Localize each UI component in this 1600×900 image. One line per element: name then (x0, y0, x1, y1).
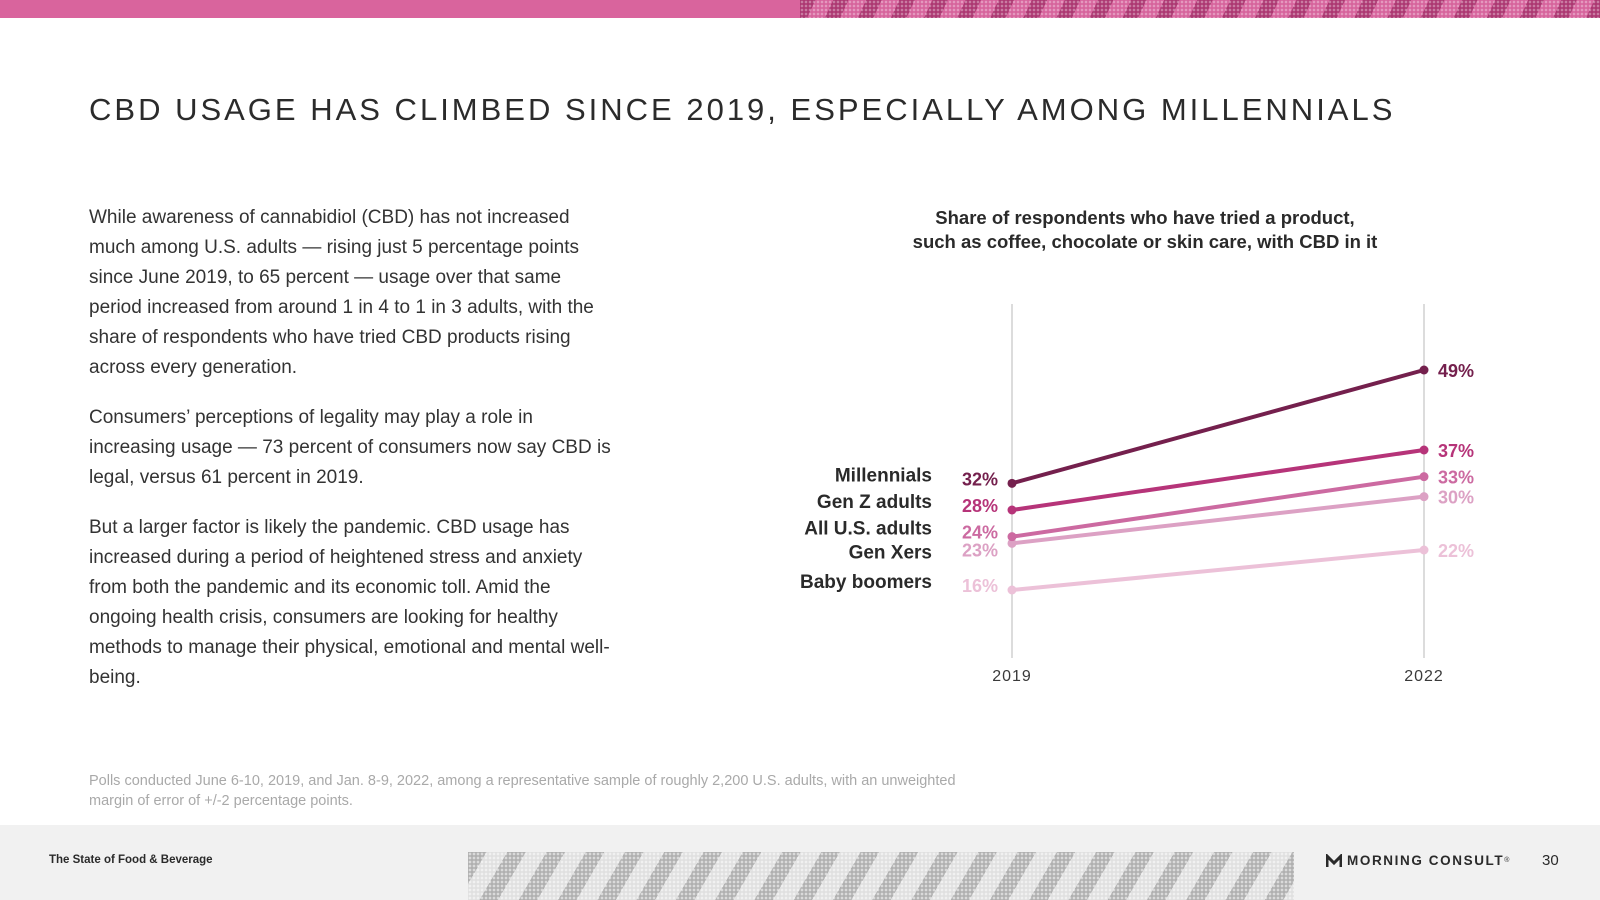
top-accent-bar (0, 0, 1600, 18)
value-label-millennials-2022: 49% (1438, 361, 1474, 381)
series-name-millennials: Millennials (835, 465, 932, 486)
x-tick-label-2022: 2022 (1404, 668, 1444, 685)
value-label-gen-z-adults-2022: 37% (1438, 441, 1474, 461)
page-number: 30 (1542, 852, 1559, 869)
value-label-gen-xers-2022: 30% (1438, 488, 1474, 508)
value-label-baby-boomers-2019: 16% (962, 576, 998, 596)
point-gen-xers-2022 (1419, 492, 1429, 502)
chart-title-line-2: such as coffee, chocolate or skin care, … (912, 231, 1378, 252)
paragraph-pandemic: But a larger factor is likely the pandem… (89, 517, 610, 688)
point-millennials-2019 (1007, 478, 1017, 488)
series-line-gen-z-adults (1010, 448, 1426, 512)
point-gen-xers-2019 (1007, 538, 1017, 548)
series-name-baby-boomers: Baby boomers (800, 572, 932, 593)
cbd-usage-slope-chart: 2019 2022 Millennials 32% 49% Gen Z adults 28%… (800, 304, 1474, 685)
footer-pattern (468, 852, 1294, 900)
point-baby-boomers-2022 (1419, 545, 1429, 555)
series-line-baby-boomers (1010, 548, 1426, 592)
top-accent-bar-pattern (800, 0, 1600, 18)
series-line-all-u-s-adults (1010, 474, 1426, 539)
brand-mark-icon (1326, 853, 1342, 867)
top-accent-bar-solid (0, 0, 800, 18)
chart-title-line-1: Share of respondents who have tried a pr… (935, 207, 1355, 228)
point-all-u-s-adults-2019 (1007, 532, 1017, 542)
brand-trademark: ® (1504, 857, 1512, 864)
point-all-u-s-adults-2022 (1419, 472, 1429, 482)
value-label-all-u-s-adults-2019: 24% (962, 523, 998, 543)
value-label-gen-xers-2019: 23% (962, 541, 998, 561)
report-name: The State of Food & Beverage (49, 854, 213, 866)
series-name-gen-xers: Gen Xers (849, 543, 932, 564)
x-tick-label-2019: 2019 (992, 668, 1032, 685)
page-title: CBD USAGE HAS CLIMBED SINCE 2019, ESPECI… (89, 92, 1396, 127)
series-name-gen-z-adults: Gen Z adults (817, 492, 932, 513)
value-label-gen-z-adults-2019: 28% (962, 496, 998, 516)
series-name-all-u-s-adults: All U.S. adults (804, 519, 932, 540)
brand-name: MORNING CONSULT (1347, 853, 1505, 868)
paragraph-legality: Consumers’ perceptions of legality may p… (89, 407, 611, 488)
footer: The State of Food & Beverage MORNING CON… (0, 825, 1600, 900)
value-label-all-u-s-adults-2022: 33% (1438, 468, 1474, 488)
point-millennials-2022 (1419, 365, 1429, 375)
point-baby-boomers-2019 (1007, 585, 1017, 595)
series-line-gen-xers (1010, 494, 1426, 546)
brand-logo: MORNING CONSULT ® (1326, 853, 1511, 868)
series-line-millennials (1010, 368, 1426, 486)
footnote: Polls conducted June 6-10, 2019, and Jan… (89, 773, 956, 809)
value-label-millennials-2019: 32% (962, 469, 998, 489)
point-gen-z-adults-2019 (1007, 505, 1017, 515)
paragraph-awareness: While awareness of cannabidiol (CBD) has… (89, 207, 594, 378)
body-text: While awareness of cannabidiol (CBD) has… (89, 203, 619, 713)
value-label-baby-boomers-2022: 22% (1438, 541, 1474, 561)
point-gen-z-adults-2022 (1419, 445, 1429, 455)
chart-title: Share of respondents who have tried a pr… (880, 206, 1410, 254)
